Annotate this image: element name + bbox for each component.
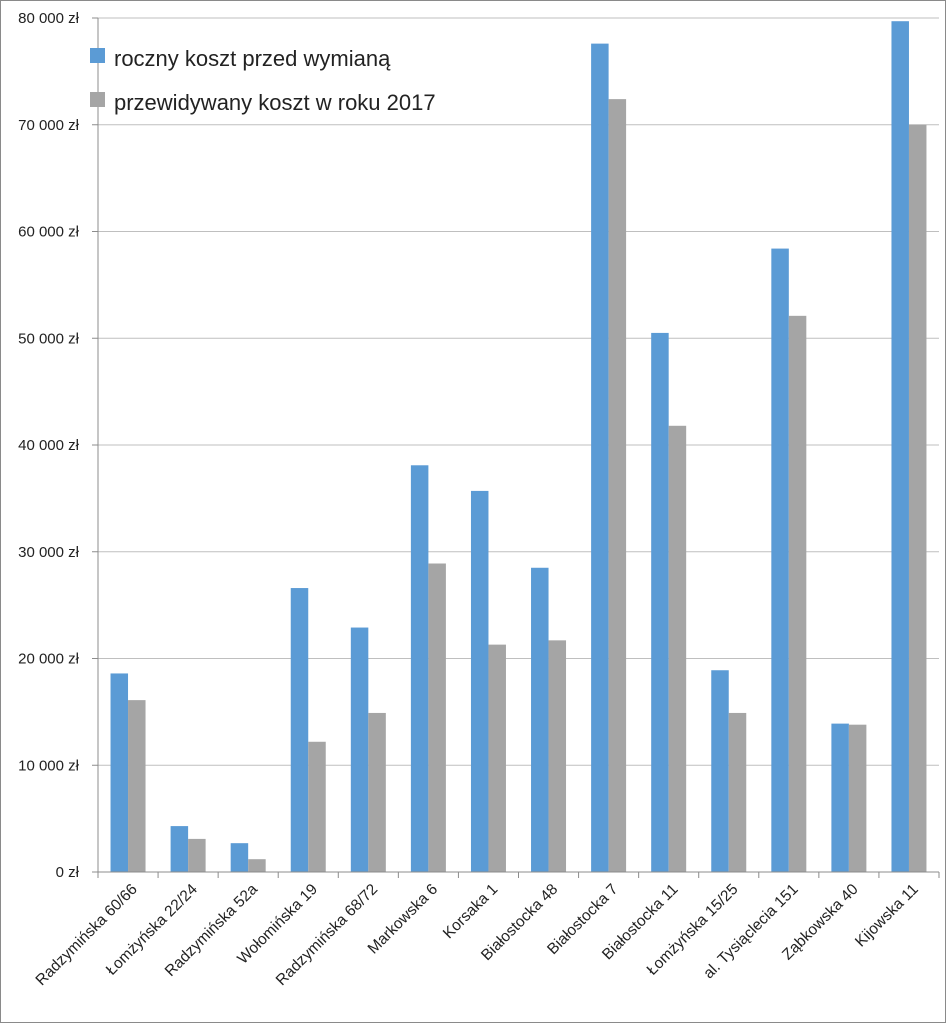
y-tick-label: 70 000 zł [18,117,80,134]
legend-swatch-series-1 [90,48,105,63]
bar-series-1-5 [350,627,369,872]
y-tick-label: 40 000 zł [18,437,80,454]
bar-series-1-1 [110,673,129,872]
bar-series-2-11 [728,712,747,872]
y-tick-label: 0 zł [56,864,80,881]
legend-label-series-2: przewidywany koszt w roku 2017 [114,90,436,115]
y-tick-label: 20 000 zł [18,651,80,668]
x-tick-label: Kijowska 11 [852,881,922,951]
bar-series-2-10 [668,425,687,872]
bar-series-1-14 [891,21,909,872]
y-tick-labels: 0 zł 10 000 zł 20 000 zł 30 000 zł 40 000 zł… [18,10,80,881]
y-tick-label: 50 000 zł [18,330,80,347]
bar-series-2-12 [788,315,807,872]
bar-series-2-6 [428,563,446,872]
bar-series-1-6 [410,465,429,872]
x-tick-label: Radzymińska 68/72 [273,881,381,989]
bar-series-1-11 [711,670,729,872]
x-tick-label: Radzymińska 60/66 [33,881,141,989]
gridlines [98,17,939,766]
legend-swatch-series-2 [90,92,105,107]
bar-series-1-7 [470,490,489,872]
y-tick-label: 80 000 zł [18,10,80,27]
bar-series-2-2 [188,838,206,872]
bar-series-1-2 [170,826,189,872]
y-tick-label: 30 000 zł [18,544,80,561]
legend-label-series-1: roczny koszt przed wymianą [114,46,391,71]
y-tick-label: 60 000 zł [18,224,80,241]
bar-series-2-14 [908,124,927,872]
bar-series-1-13 [831,723,849,872]
axes [92,17,940,878]
bar-series-2-4 [308,741,326,872]
y-tick-label: 10 000 zł [18,757,80,774]
bar-series-2-1 [128,700,146,872]
bar-series-1-3 [230,843,249,872]
bar-series-2-5 [368,712,386,872]
x-tick-label: Korsaka 1 [440,881,501,942]
bar-series-2-7 [488,644,506,872]
bar-series-1-9 [591,43,609,873]
bar-series-2-8 [548,640,567,872]
bar-series-2-9 [608,99,627,872]
bar-series-1-12 [771,248,789,872]
legend: roczny koszt przed wymianą przewidywany … [90,46,436,115]
bars [110,21,927,873]
bar-series-1-8 [531,567,549,872]
bar-series-2-13 [848,724,867,872]
bar-series-2-3 [248,859,266,872]
bar-series-1-10 [651,332,669,873]
bar-series-1-4 [290,588,309,872]
